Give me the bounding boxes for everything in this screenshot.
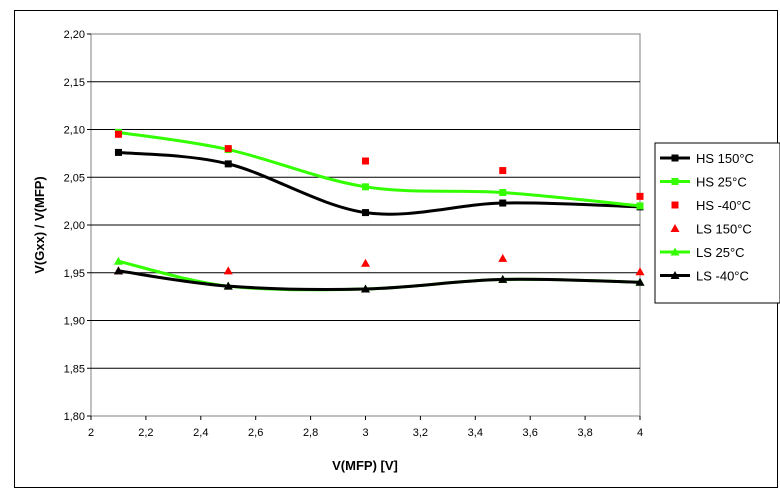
legend-label: HS 150°C xyxy=(696,151,754,166)
legend-entry: LS -40°C xyxy=(660,269,749,284)
x-tick-label: 2,6 xyxy=(248,427,263,439)
data-point xyxy=(498,274,508,283)
gridlines xyxy=(87,33,641,420)
series-2 xyxy=(114,130,644,200)
x-tick-labels: 2 2,2 2,4 2,6 2,8 3 3,2 3,4 3,6 3,8 4 xyxy=(88,427,643,439)
legend-label: LS 25°C xyxy=(696,245,745,260)
legend-label: HS 25°C xyxy=(696,175,747,190)
data-point xyxy=(113,266,123,275)
y-tick-label: 1,95 xyxy=(64,268,85,280)
legend-label: HS -40°C xyxy=(696,198,751,213)
y-tick-label: 1,85 xyxy=(64,363,85,375)
legend-entry: HS 150°C xyxy=(660,151,754,166)
data-point xyxy=(361,284,370,293)
y-axis-label: V(Gxx) / V(MFP) xyxy=(32,176,47,274)
y-tick-label: 1,80 xyxy=(64,411,85,423)
data-point xyxy=(636,202,644,210)
y-tick-label: 2,10 xyxy=(64,125,85,137)
legend-marker xyxy=(671,201,679,209)
data-point xyxy=(498,253,508,262)
x-tick-label: 2,2 xyxy=(138,427,153,439)
data-point xyxy=(635,277,645,286)
data-point xyxy=(636,192,644,200)
legend-entry: HS -40°C xyxy=(671,198,751,213)
series-group xyxy=(113,128,645,293)
data-point xyxy=(223,266,233,275)
data-point xyxy=(362,183,369,191)
legend-label: LS 150°C xyxy=(696,222,752,237)
data-point xyxy=(499,189,507,197)
x-tick-label: 3,4 xyxy=(468,427,483,439)
legend-marker xyxy=(670,247,680,256)
y-tick-label: 2,05 xyxy=(64,172,85,184)
y-tick-label: 2,20 xyxy=(64,29,85,41)
y-tick-label: 2,15 xyxy=(64,77,85,89)
legend: HS 150°C HS 25°C HS -40°C LS 150°C LS 25°C LS… xyxy=(660,151,754,284)
data-point xyxy=(362,157,369,165)
x-tick-label: 2,4 xyxy=(193,427,208,439)
data-point xyxy=(499,199,507,207)
x-tick-label: 3,6 xyxy=(523,427,538,439)
data-point xyxy=(362,209,369,217)
data-point xyxy=(635,267,645,276)
legend-marker xyxy=(671,178,679,185)
data-point xyxy=(224,145,232,153)
x-tick-label: 3 xyxy=(362,427,368,439)
x-tick-label: 2 xyxy=(88,427,94,439)
series-5 xyxy=(113,266,645,293)
x-tick-label: 3,8 xyxy=(577,427,592,439)
legend-entry: HS 25°C xyxy=(660,175,747,190)
legend-marker xyxy=(670,271,680,279)
x-tick-label: 3,2 xyxy=(413,427,428,439)
x-axis-label: V(MFP) [V] xyxy=(332,458,398,473)
legend-entry: LS 25°C xyxy=(660,245,745,260)
data-point xyxy=(499,167,507,175)
data-point xyxy=(224,160,232,168)
y-tick-labels: 1,80 1,85 1,90 1,95 2,00 2,05 2,10 2,15 2,20 xyxy=(64,29,85,423)
data-point xyxy=(114,130,122,138)
data-point xyxy=(223,281,233,290)
y-tick-label: 2,00 xyxy=(64,220,85,232)
legend-marker xyxy=(670,224,680,232)
legend-entry: LS 150°C xyxy=(670,222,752,237)
x-tick-label: 4 xyxy=(637,427,643,439)
data-point xyxy=(113,256,123,265)
data-point xyxy=(114,148,122,156)
legend-marker xyxy=(671,154,679,162)
x-tick-label: 2,8 xyxy=(303,427,318,439)
data-point xyxy=(361,258,370,267)
y-tick-label: 1,90 xyxy=(64,316,85,328)
legend-label: LS -40°C xyxy=(696,269,749,284)
